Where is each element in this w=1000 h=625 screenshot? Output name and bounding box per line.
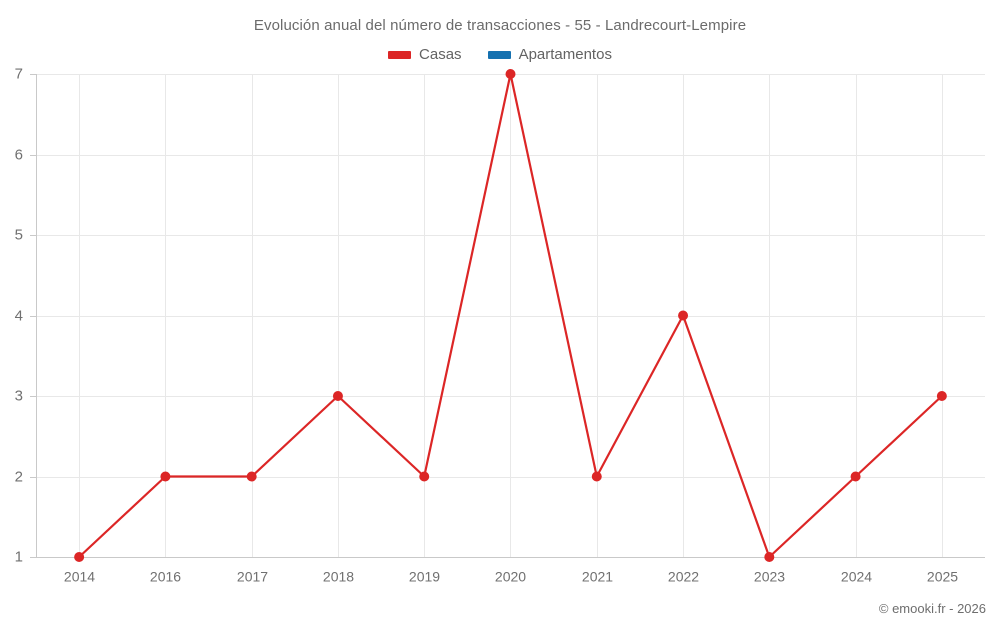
x-axis-tick-label: 2018 [323,568,354,584]
chart-legend: Casas Apartamentos [0,45,1000,65]
footer-credit: © emooki.fr - 2026 [878,601,986,616]
x-axis-tick-label: 2021 [582,568,613,584]
data-point[interactable]: 2016: 2 [160,471,171,482]
legend-swatch-casas-icon [388,51,412,59]
x-axis-tick-label: 2024 [841,568,872,584]
data-point[interactable]: 2022: 4 [678,310,689,321]
legend-label-apartamentos: Apartamentos [518,46,612,63]
legend-item-casas[interactable]: Casas [388,46,462,64]
data-point[interactable]: 2019: 2 [419,471,430,482]
y-axis-tick-labels: 1 2 3 4 5 6 7 [15,65,23,565]
chart-title: Evolución anual del número de transaccio… [253,17,747,34]
data-point[interactable]: 2023: 1 [764,552,775,562]
data-point[interactable]: 2014: 1 [74,552,85,562]
x-axis-tick-label: 2019 [409,568,440,584]
legend-swatch-apartamentos-icon [487,51,511,59]
data-point[interactable]: 2024: 2 [850,471,861,482]
data-point[interactable]: 2017: 2 [246,471,257,482]
data-point[interactable]: 2025: 3 [936,391,947,401]
y-axis-tick-label: 4 [15,307,23,324]
legend-label-casas: Casas [419,46,462,63]
x-axis-tick-label: 2017 [237,568,268,584]
x-axis-tick-label: 2014 [64,568,95,584]
legend-item-apartamentos[interactable]: Apartamentos [487,46,612,64]
axis-lines [30,74,985,558]
x-axis-tick-label: 2020 [495,568,526,584]
x-axis-tick-label: 2022 [668,568,699,584]
data-point[interactable]: 2020: 7 [505,69,516,79]
grid-lines [36,74,985,558]
y-axis-tick-label: 3 [15,387,23,404]
y-axis-tick-label: 5 [15,226,23,243]
x-axis-tick-label: 2023 [754,568,785,584]
x-axis-tick-label: 2025 [927,568,958,584]
y-axis-tick-label: 2 [15,468,23,485]
x-axis-tick-label: 2016 [150,568,181,584]
data-point[interactable]: 2021: 2 [591,471,602,482]
data-points: 2014: 1 2016: 2 2017: 2 2018: 3 2019: 2 2020:… [74,69,947,562]
data-point[interactable]: 2018: 3 [332,391,343,401]
y-axis-tick-label: 6 [15,146,23,163]
y-axis-tick-label: 1 [15,548,23,565]
y-axis-tick-label: 7 [15,65,23,82]
x-axis-tick-labels: 2014 2016 2017 2018 2019 2020 2021 2022 2023 2024… [64,568,958,584]
